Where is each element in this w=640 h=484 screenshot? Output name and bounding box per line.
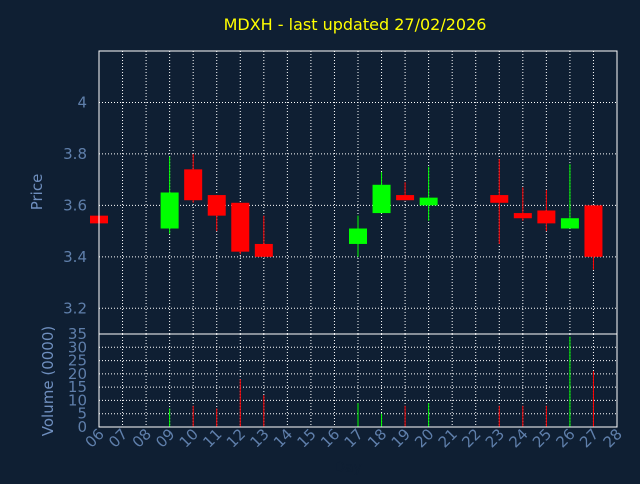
candle-body (254, 243, 273, 257)
candle (584, 205, 603, 270)
x-tick-label: 10 (176, 425, 202, 451)
x-tick-label: 22 (458, 425, 484, 451)
candle-body (396, 195, 415, 201)
candle-body (560, 218, 579, 229)
candle (396, 182, 415, 201)
candle (349, 215, 367, 257)
x-axis-label: Day (334, 460, 362, 476)
candle-body (513, 213, 532, 219)
x-tick-label: 24 (505, 425, 531, 451)
x-tick-label: 11 (199, 425, 225, 451)
candle-body (537, 210, 556, 224)
price-tick-labels: 3.2 3.4 3.6 3.8 4 (63, 93, 87, 317)
volume-tick-label: 5 (77, 405, 87, 423)
candle (231, 202, 250, 255)
x-tick-labels: 0607080910111213141516171819202122232425… (82, 425, 626, 451)
volume-tick-label: 30 (68, 338, 87, 356)
candle-body (490, 195, 509, 203)
x-tick-label: 08 (129, 425, 155, 451)
volume-panel-frame (98, 333, 618, 428)
candle (184, 153, 203, 203)
price-tick-label: 3.4 (63, 248, 87, 266)
candle-body (419, 197, 438, 206)
candle-body (160, 192, 179, 229)
candles (90, 153, 603, 270)
candle (490, 159, 509, 244)
volume-tick-label: 25 (68, 352, 87, 370)
x-tick-label: 17 (341, 425, 367, 451)
candle-body (207, 195, 226, 216)
candle-body (349, 228, 367, 244)
volume-bars (169, 336, 594, 427)
x-tick-label: 16 (317, 425, 343, 451)
x-tick-label: 25 (529, 425, 555, 451)
candle (537, 189, 556, 232)
price-tick-label: 3.6 (63, 196, 87, 214)
x-tick-label: 13 (246, 425, 272, 451)
x-tick-label: 09 (152, 425, 178, 451)
x-tick-label: 19 (388, 425, 414, 451)
x-tick-label: 23 (482, 425, 508, 451)
chart-title: MDXH - last updated 27/02/2026 (224, 15, 487, 34)
x-tick-label: 26 (553, 425, 579, 451)
candle (372, 171, 391, 214)
x-tick-label: 20 (411, 425, 437, 451)
volume-tick-label: 10 (68, 391, 87, 409)
candle-body (584, 205, 603, 257)
x-tick-label: 15 (294, 425, 320, 451)
price-axis-label: Price (28, 174, 46, 211)
x-tick-label: 14 (270, 425, 296, 451)
x-tick-label: 07 (105, 425, 131, 451)
candle (513, 187, 532, 221)
volume-tick-label: 15 (68, 378, 87, 396)
x-tick-label: 18 (364, 425, 390, 451)
price-tick-label: 4 (77, 93, 87, 111)
price-tick-label: 3.8 (63, 145, 87, 163)
candle (560, 164, 579, 229)
volume-tick-label: 0 (77, 418, 87, 436)
volume-tick-label: 35 (68, 325, 87, 343)
candle (254, 215, 273, 257)
candle (419, 166, 438, 221)
price-tick-label: 3.2 (63, 299, 87, 317)
candle (207, 195, 226, 232)
volume-axis-label: Volume (0000) (39, 326, 57, 436)
candle-body (231, 202, 250, 252)
volume-tick-label: 20 (68, 365, 87, 383)
x-tick-label: 21 (435, 425, 461, 451)
x-tick-label: 12 (223, 425, 249, 451)
candle (160, 156, 179, 234)
x-tick-label: 28 (600, 425, 626, 451)
candle-body (184, 169, 203, 201)
x-tick-label: 27 (576, 425, 602, 451)
candle-body (372, 184, 391, 214)
